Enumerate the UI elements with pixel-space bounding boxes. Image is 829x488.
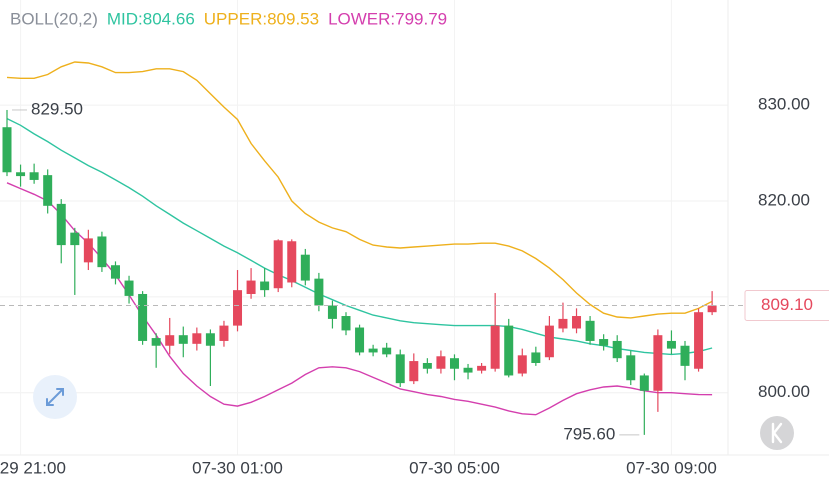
legend-entry: LOWER:799.79	[328, 9, 447, 28]
annotation-label: 795.60	[563, 424, 615, 443]
candle-body	[544, 325, 554, 358]
candle-body	[97, 236, 107, 268]
candle-body	[260, 281, 270, 291]
candle-body	[327, 305, 337, 319]
x-tick-label: 07-30 09:00	[626, 458, 717, 477]
candle-body	[368, 348, 378, 353]
candle-body	[463, 367, 473, 373]
candle-body	[43, 175, 53, 206]
band-line	[6, 182, 713, 416]
legend-entry: UPPER:809.53	[204, 9, 319, 28]
candle-body	[585, 320, 595, 341]
candle-body	[219, 325, 229, 341]
candle-body	[16, 172, 26, 177]
candles	[2, 109, 717, 435]
candle-body	[517, 355, 527, 374]
kline-button[interactable]	[760, 416, 794, 450]
candle-body	[707, 305, 717, 313]
candle-body	[382, 347, 392, 355]
candle-body	[70, 232, 80, 246]
band-line	[6, 117, 713, 356]
candle-body	[165, 335, 175, 346]
candle-body	[233, 290, 243, 326]
candle-body	[653, 335, 663, 391]
candle-body	[56, 203, 66, 246]
x-tick-label: 07-30 01:00	[192, 458, 283, 477]
current-price-box	[744, 289, 829, 321]
candle-body	[246, 280, 256, 294]
candle-body	[287, 241, 297, 283]
y-tick-label: 830.00	[758, 95, 810, 114]
candle-body	[192, 333, 202, 344]
candle-body	[504, 325, 514, 376]
candle-body	[599, 339, 609, 346]
candle-body	[572, 316, 582, 329]
candle-body	[205, 333, 215, 346]
indicator-label: BOLL(20,2)	[10, 9, 98, 28]
bands	[6, 61, 713, 416]
grid-layer	[0, 0, 728, 455]
y-tick-label: 800.00	[758, 382, 810, 401]
candle-body	[666, 340, 676, 349]
candle-body	[449, 358, 459, 369]
candle-body	[490, 325, 500, 369]
candle-body	[314, 278, 324, 306]
candle-body	[422, 362, 432, 369]
candle-body	[612, 340, 622, 359]
legend-entry: MID:804.66	[107, 9, 195, 28]
candle-body	[341, 316, 351, 331]
candle-body	[395, 354, 405, 384]
candle-body	[558, 318, 568, 329]
candle-body	[2, 127, 12, 173]
candle-body	[355, 327, 365, 353]
legend: BOLL(20,2) MID:804.66 UPPER:809.53 LOWER:7…	[10, 9, 447, 28]
candle-body	[151, 338, 161, 346]
kline-button-bg[interactable]	[760, 416, 794, 450]
candle-body	[138, 293, 148, 341]
candle-body	[300, 254, 310, 281]
candle-body	[436, 356, 446, 369]
candle-body	[178, 335, 188, 344]
band-line	[6, 61, 713, 319]
candle-body	[83, 238, 93, 263]
candle-body	[694, 312, 704, 369]
candle-body	[124, 280, 134, 296]
candle-body	[409, 361, 419, 382]
expand-icon[interactable]	[46, 388, 64, 406]
candle-body	[639, 375, 649, 391]
x-tick-label: 07-29 21:00	[0, 458, 66, 477]
candle-body	[29, 172, 39, 180]
current-price-label: 809.10	[761, 295, 813, 314]
candle-body	[273, 240, 283, 289]
candle-body	[626, 355, 636, 381]
y-tick-label: 820.00	[758, 191, 810, 210]
kline-icon[interactable]	[771, 422, 783, 444]
annotation-label: 829.50	[31, 99, 83, 118]
x-tick-label: 07-30 05:00	[409, 458, 500, 477]
expand-button[interactable]	[33, 375, 77, 419]
candle-body	[110, 265, 120, 279]
candle-body	[477, 365, 487, 371]
candle-body	[680, 345, 690, 366]
candle-body	[531, 352, 541, 363]
